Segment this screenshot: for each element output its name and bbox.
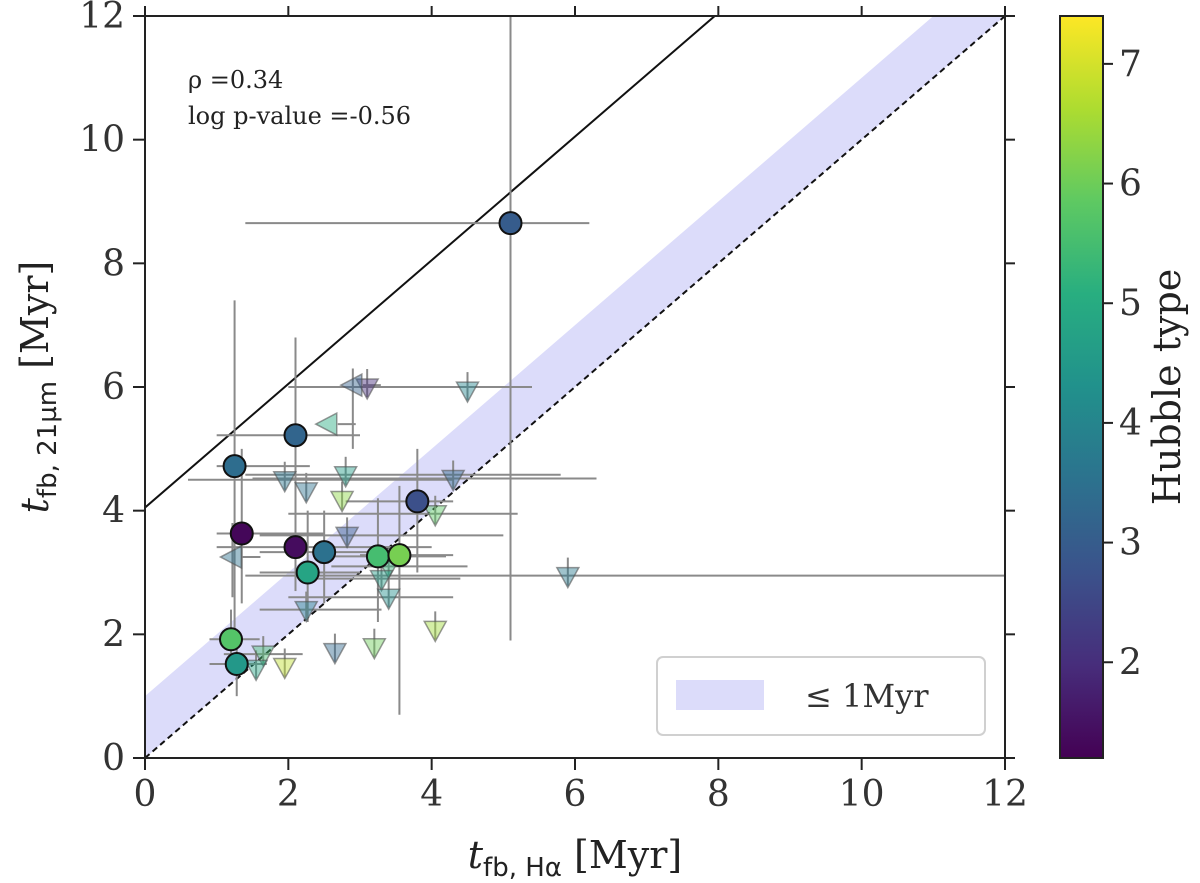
upper-limit-marker bbox=[440, 469, 466, 493]
detection-point bbox=[229, 521, 254, 546]
y-tick-label: 12 bbox=[79, 0, 125, 37]
colorbar-tick-label: 2 bbox=[1119, 642, 1142, 683]
detection-point bbox=[365, 544, 390, 569]
colorbar-tick-label: 5 bbox=[1119, 283, 1142, 324]
x-axis-ticks: 0 2 4 6 8 10 12 bbox=[134, 6, 1028, 815]
x-axis-label: tfb, Hα [Myr] bbox=[468, 833, 682, 883]
upper-limit-marker bbox=[293, 600, 319, 624]
plot-area bbox=[145, 16, 1005, 758]
colorbar-gradient bbox=[1059, 15, 1104, 759]
upper-limit-marker bbox=[272, 471, 298, 494]
upper-limit-markers bbox=[218, 372, 581, 682]
y-tick-label: 6 bbox=[102, 367, 125, 408]
upper-limit-marker bbox=[339, 372, 363, 398]
colorbar-tick-label: 7 bbox=[1119, 44, 1142, 85]
legend: ≤ 1Myr bbox=[656, 656, 986, 736]
colorbar-tick-label: 4 bbox=[1119, 403, 1142, 444]
colorbar: 2 3 4 5 6 7 Hubble type bbox=[1059, 15, 1189, 759]
detection-points bbox=[219, 211, 523, 677]
upper-limit-marker bbox=[455, 381, 480, 404]
detection-point bbox=[222, 454, 247, 479]
y-tick-label: 4 bbox=[102, 491, 125, 532]
x-tick-label: 4 bbox=[420, 774, 443, 815]
detection-point bbox=[283, 535, 308, 560]
y-tick-label: 8 bbox=[102, 243, 125, 284]
x-tick-label: 10 bbox=[839, 774, 885, 815]
upper-limit-marker bbox=[334, 526, 360, 549]
legend-band-swatch bbox=[676, 680, 764, 710]
offset-line bbox=[145, 16, 717, 509]
x-tick-label: 8 bbox=[707, 774, 730, 815]
detection-point bbox=[224, 652, 249, 677]
x-tick-label: 2 bbox=[277, 774, 300, 815]
detection-point bbox=[283, 423, 308, 448]
detection-point bbox=[312, 540, 337, 565]
upper-limit-marker bbox=[333, 466, 358, 489]
upper-limit-marker bbox=[369, 569, 394, 593]
upper-limit-marker bbox=[555, 566, 581, 590]
upper-limit-marker bbox=[362, 637, 387, 661]
upper-limit-marker bbox=[250, 645, 276, 668]
x-tick-label: 6 bbox=[564, 774, 587, 815]
y-axis-ticks: 0 2 4 6 8 10 12 bbox=[79, 0, 1015, 779]
upper-limit-marker bbox=[422, 620, 448, 643]
y-tick-label: 10 bbox=[79, 120, 125, 161]
colorbar-label: Hubble type bbox=[1145, 269, 1189, 506]
upper-limit-marker bbox=[293, 482, 319, 505]
upper-limit-marker bbox=[376, 588, 401, 611]
detection-point bbox=[498, 211, 523, 236]
colorbar-tick-label: 6 bbox=[1119, 164, 1142, 205]
upper-limit-marker bbox=[243, 659, 269, 682]
upper-limit-marker bbox=[322, 642, 348, 666]
detection-point bbox=[405, 489, 430, 514]
upper-limit-marker bbox=[422, 505, 448, 528]
upper-limit-marker bbox=[329, 490, 355, 514]
upper-limit-marker bbox=[272, 657, 298, 681]
y-tick-label: 2 bbox=[102, 614, 125, 655]
colorbar-tick-label: 3 bbox=[1119, 523, 1142, 564]
y-axis-label: tfb, 21µm [Myr] bbox=[13, 261, 63, 514]
upper-limit-marker bbox=[218, 544, 243, 570]
legend-box bbox=[656, 656, 986, 736]
upper-limit-marker bbox=[314, 411, 338, 437]
legend-label: ≤ 1Myr bbox=[805, 677, 929, 715]
detection-point bbox=[219, 627, 243, 652]
colorbar-ticks: 2 3 4 5 6 7 bbox=[1103, 44, 1142, 683]
detection-point bbox=[387, 543, 412, 568]
detection-point bbox=[295, 560, 320, 585]
x-tick-label: 12 bbox=[982, 774, 1028, 815]
rho-annotation: ρ =0.34 bbox=[188, 66, 283, 94]
x-tick-label: 0 bbox=[134, 774, 157, 815]
y-tick-label: 0 bbox=[102, 738, 125, 779]
pvalue-annotation: log p-value =-0.56 bbox=[188, 102, 411, 130]
